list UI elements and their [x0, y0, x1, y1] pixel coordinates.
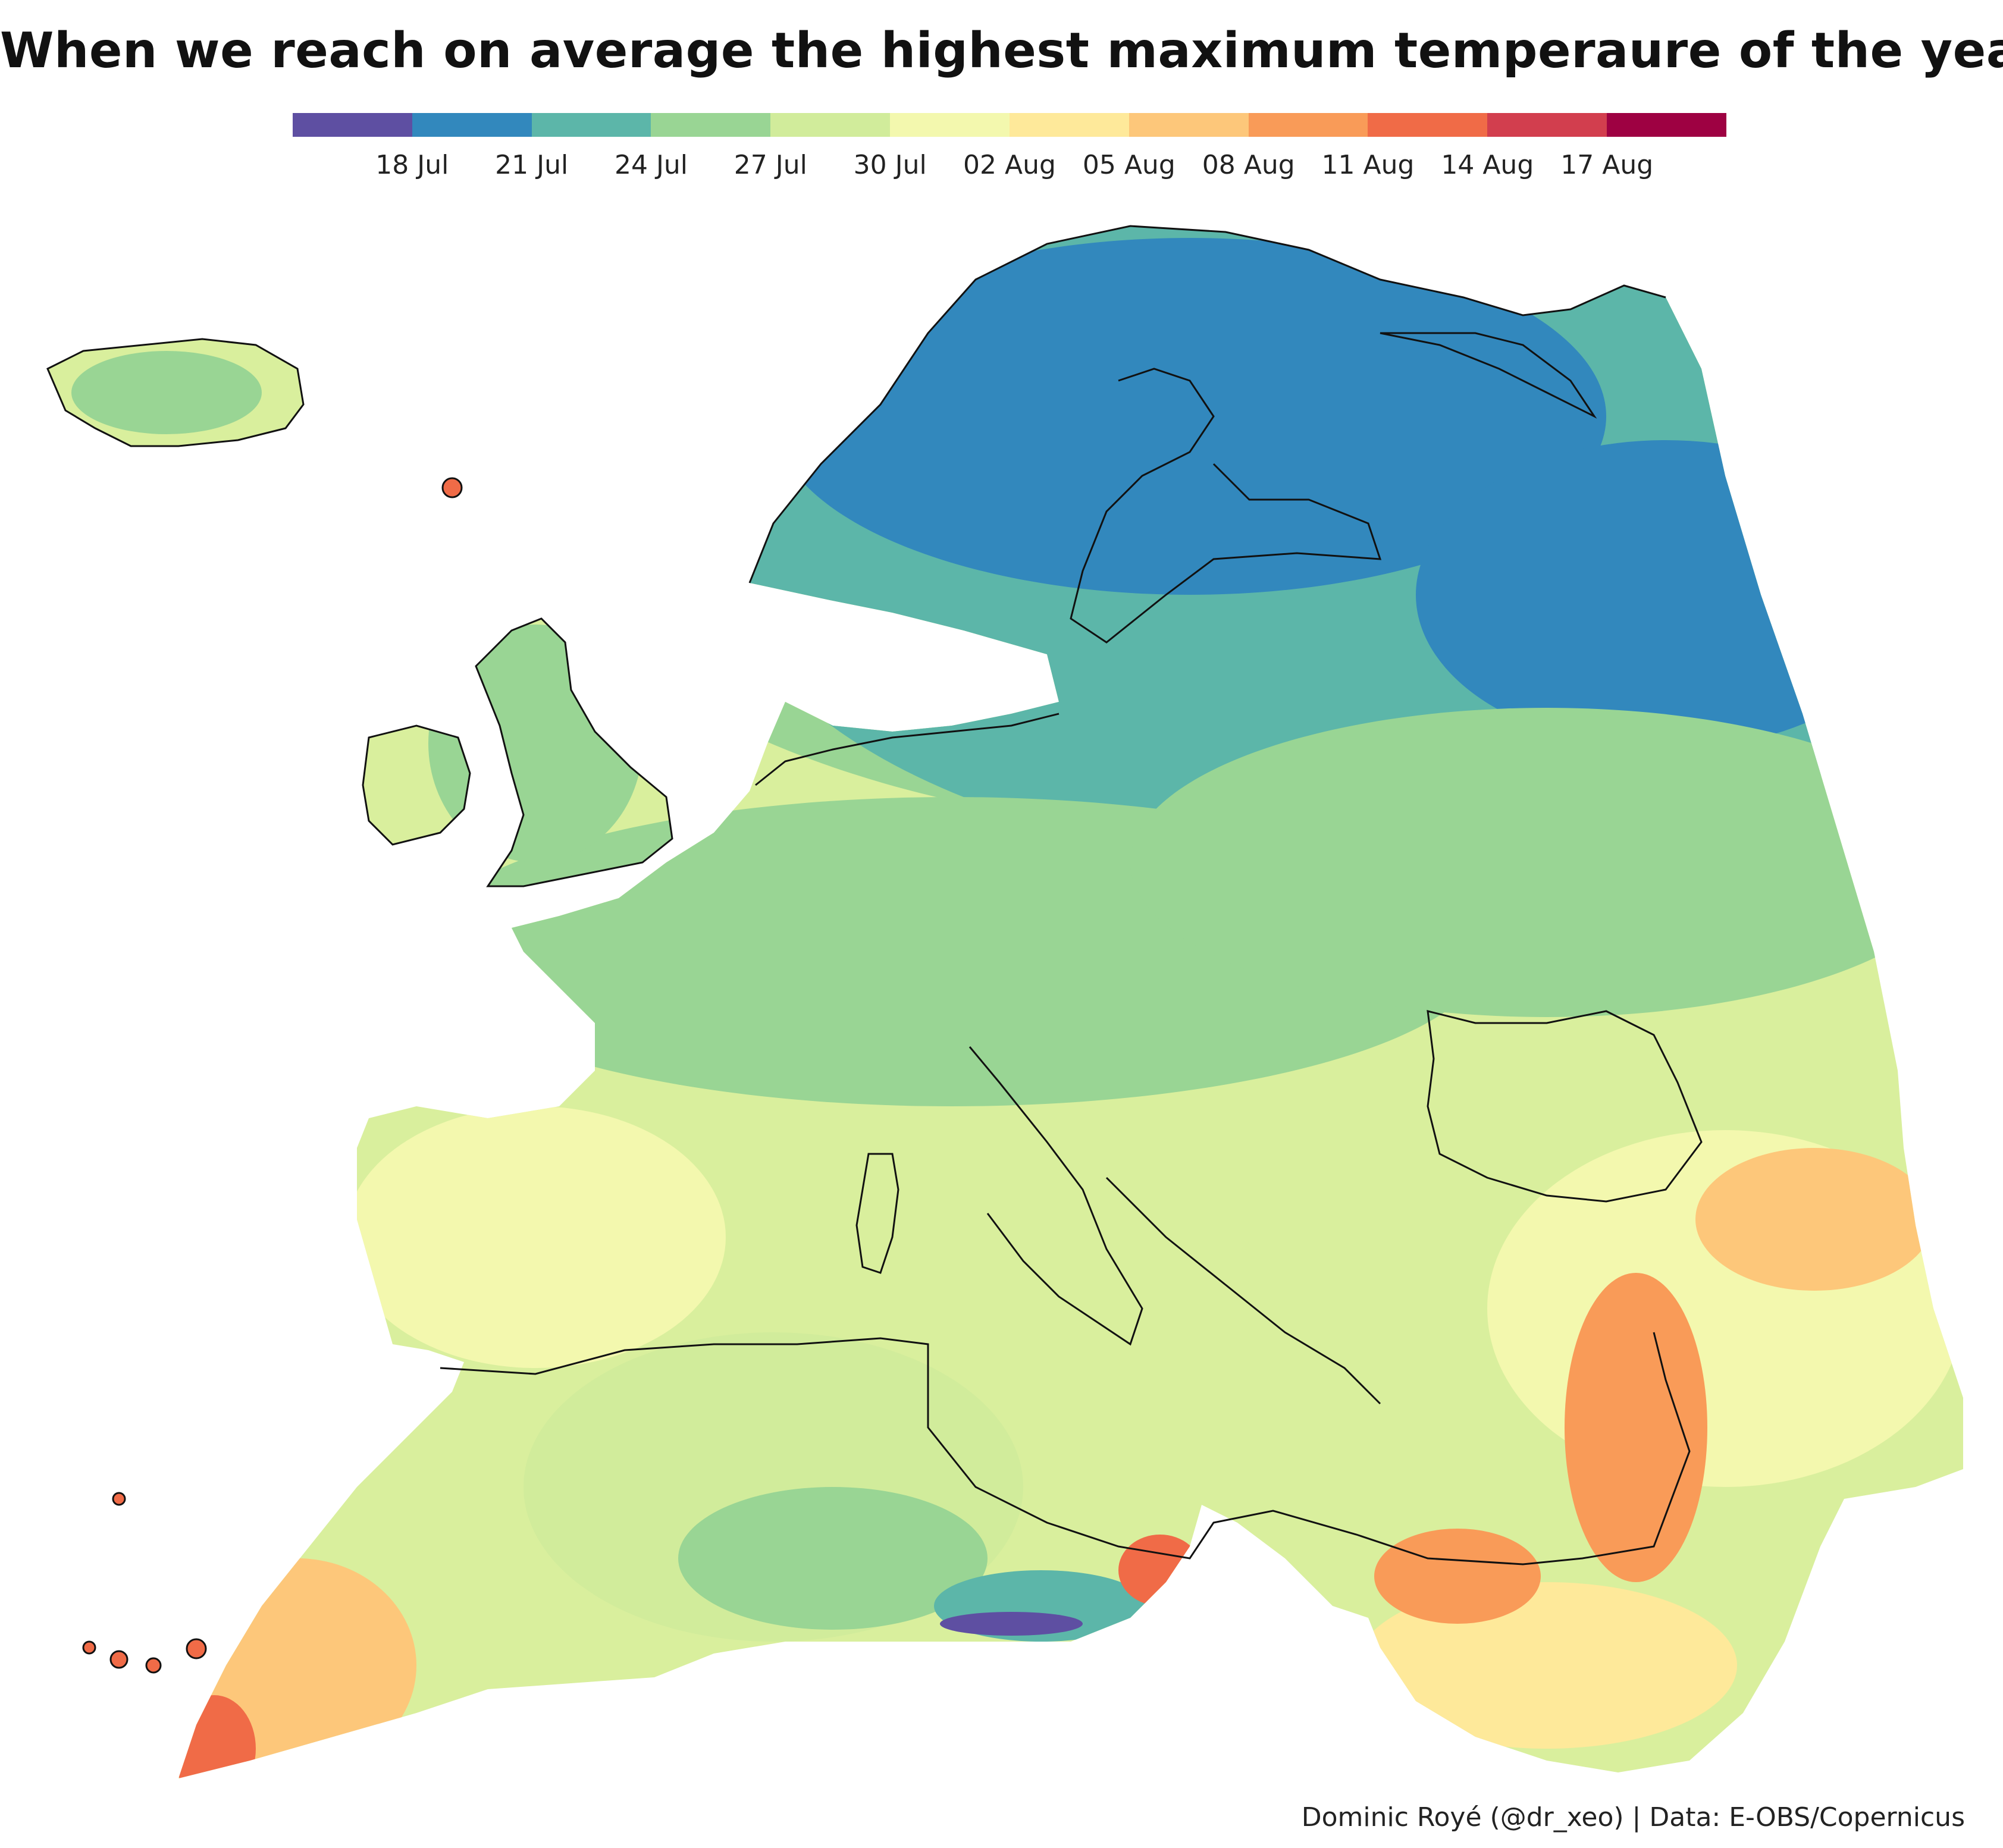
legend-tick: 18 Jul — [375, 150, 449, 180]
legend-tick: 27 Jul — [734, 150, 807, 180]
legend-tick: 30 Jul — [853, 150, 927, 180]
legend-tick: 05 Aug — [1082, 150, 1176, 180]
legend-tick: 14 Aug — [1441, 150, 1534, 180]
legend-swatch — [1607, 113, 1726, 137]
legend-swatch — [770, 113, 891, 137]
legend-swatch — [1487, 113, 1607, 137]
legend-swatch — [293, 113, 412, 137]
legend-tick: 21 Jul — [495, 150, 569, 180]
legend-tick-labels: 18 Jul 21 Jul 24 Jul 27 Jul 30 Jul 02 Au… — [293, 150, 1726, 186]
legend-swatch — [890, 113, 1010, 137]
legend-tick: 08 Aug — [1202, 150, 1295, 180]
map-title: When we reach on average the highest max… — [0, 23, 2003, 79]
legend-swatch — [1248, 113, 1368, 137]
legend-tick: 17 Aug — [1560, 150, 1654, 180]
legend-tick: 24 Jul — [614, 150, 688, 180]
color-legend — [293, 113, 1726, 137]
source-caption: Dominic Royé (@dr_xeo) | Data: E-OBS/Cop… — [1301, 1802, 1965, 1833]
legend-tick: 11 Aug — [1321, 150, 1415, 180]
legend-tick: 02 Aug — [963, 150, 1056, 180]
legend-swatch — [1009, 113, 1129, 137]
legend-swatch — [1368, 113, 1488, 137]
legend-swatch — [651, 113, 771, 137]
legend-swatch — [1129, 113, 1249, 137]
legend-swatch — [412, 113, 532, 137]
legend-swatch — [531, 113, 651, 137]
